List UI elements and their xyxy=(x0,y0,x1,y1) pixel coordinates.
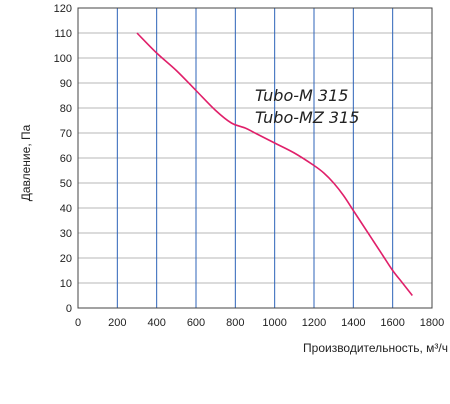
x-axis-title: Производительность, м³/ч xyxy=(303,341,448,355)
model-label-tubo-mz: Tubo-MZ 315 xyxy=(255,108,359,127)
y-tick-label: 0 xyxy=(66,303,72,315)
y-tick-label: 100 xyxy=(54,53,72,65)
y-tick-label: 80 xyxy=(60,103,72,115)
x-tick-label: 1400 xyxy=(341,317,365,329)
y-tick-labels: 0 10 20 30 40 50 60 70 80 90 100 110 120 xyxy=(54,3,72,315)
y-tick-label: 120 xyxy=(54,3,72,15)
x-tick-label: 200 xyxy=(108,317,126,329)
y-tick-label: 110 xyxy=(54,28,72,40)
series-line xyxy=(136,32,413,296)
x-tick-label: 1200 xyxy=(302,317,326,329)
model-label-tubo-m: Tubo-M 315 xyxy=(255,86,348,105)
y-tick-label: 10 xyxy=(60,278,72,290)
x-tick-label: 1000 xyxy=(262,317,286,329)
y-tick-label: 90 xyxy=(60,78,72,90)
plot-frame xyxy=(77,7,433,309)
y-tick-label: 50 xyxy=(60,178,72,190)
y-tick-label: 60 xyxy=(60,153,72,165)
x-tick-labels: 0 200 400 600 800 1000 1200 1400 1600 1800 xyxy=(75,317,444,329)
x-tick-label: 1600 xyxy=(380,317,404,329)
x-tick-label: 0 xyxy=(75,317,81,329)
horizontal-grid xyxy=(78,7,432,309)
x-tick-label: 1800 xyxy=(420,317,444,329)
x-tick-label: 800 xyxy=(226,317,244,329)
y-tick-label: 30 xyxy=(60,228,72,240)
x-tick-label: 400 xyxy=(147,317,165,329)
y-tick-label: 20 xyxy=(60,253,72,265)
y-tick-label: 40 xyxy=(60,203,72,215)
x-tick-label: 600 xyxy=(187,317,205,329)
y-tick-label: 70 xyxy=(60,128,72,140)
y-axis-title: Давление, Па xyxy=(19,124,33,201)
